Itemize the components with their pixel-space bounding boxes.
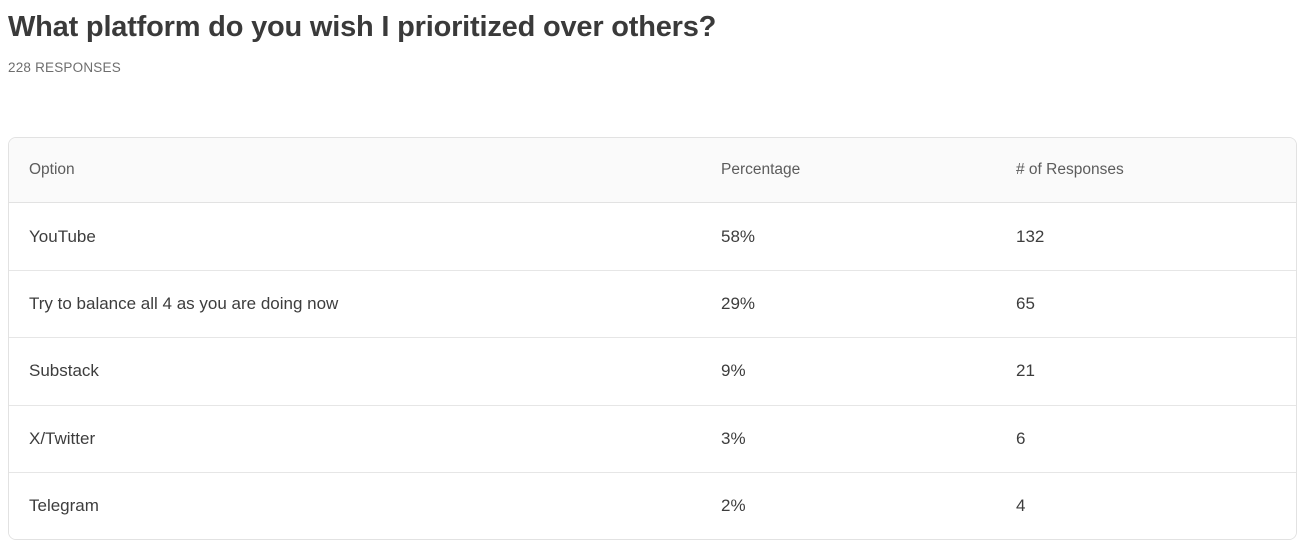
table-row: YouTube 58% 132 [9,203,1296,271]
responses-cell: 4 [1016,495,1026,515]
responses-cell: 6 [1016,428,1026,448]
percentage-cell: 58% [721,226,756,246]
results-table: Option Percentage # of Responses YouTube… [8,137,1297,540]
percentage-cell: 2% [721,495,746,515]
column-header-option: Option [29,161,75,178]
table-row: Telegram 2% 4 [9,471,1296,539]
option-cell: Telegram [29,495,99,515]
table-row: Substack 9% 21 [9,337,1296,405]
table-row: X/Twitter 3% 6 [9,404,1296,472]
question-title: What platform do you wish I prioritized … [8,11,717,43]
percentage-cell: 29% [721,294,756,314]
responses-cell: 21 [1016,361,1035,381]
percentage-cell: 3% [721,428,746,448]
option-cell: YouTube [29,226,96,246]
table-header-row: Option Percentage # of Responses [9,138,1296,203]
option-cell: Try to balance all 4 as you are doing no… [29,294,339,314]
column-header-responses: # of Responses [1016,161,1124,178]
responses-cell: 132 [1016,226,1045,246]
responses-cell: 65 [1016,294,1035,314]
responses-count: 228 RESPONSES [8,60,121,75]
percentage-cell: 9% [721,361,746,381]
table-row: Try to balance all 4 as you are doing no… [9,270,1296,338]
option-cell: X/Twitter [29,428,96,448]
column-header-percentage: Percentage [721,161,801,178]
option-cell: Substack [29,361,99,381]
